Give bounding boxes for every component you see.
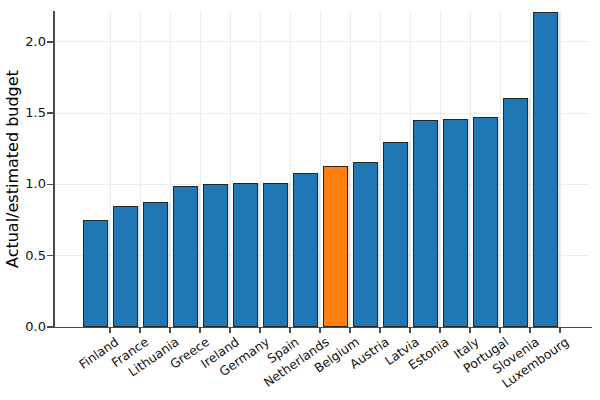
x-gridline [410,12,411,327]
x-gridline [350,12,351,327]
bar-germany [233,183,258,327]
y-tick-label: 2.0 [12,34,46,50]
y-tickmark [47,255,54,257]
x-tickmark [259,327,261,333]
x-tickmark [409,327,411,333]
x-gridline [440,12,441,327]
x-gridline [230,12,231,327]
bar-ireland [203,184,228,327]
bar-netherlands [293,173,318,327]
x-gridline [260,12,261,327]
x-tickmark [439,327,441,333]
bar-greece [173,186,198,327]
y-gridline [54,41,590,42]
x-tickmark [169,327,171,333]
bar-portugal [473,117,498,327]
x-gridline [170,12,171,327]
x-axis-spine [53,327,592,329]
bar-belgium [323,166,348,327]
x-tickmark [289,327,291,333]
bar-estonia [413,120,438,327]
x-gridline [560,12,561,327]
x-tickmark [229,327,231,333]
x-tickmark [319,327,321,333]
bar-italy [443,119,468,327]
bar-luxembourg [533,12,558,327]
x-tickmark [139,327,141,333]
x-gridline [500,12,501,327]
x-gridline [320,12,321,327]
x-gridline [200,12,201,327]
bar-slovenia [503,98,528,327]
bar-latvia [383,142,408,327]
bar-chart-figure: Actual/estimated budget 0.00.51.01.52.0F… [0,0,600,400]
bar-austria [353,162,378,327]
y-axis-spine [53,11,55,328]
y-axis-title: Actual/estimated budget [3,12,22,327]
y-tick-label: 1.0 [12,176,46,192]
x-gridline [110,12,111,327]
x-tickmark [469,327,471,333]
x-tickmark [349,327,351,333]
bar-lithuania [143,202,168,327]
y-tickmark [47,41,54,43]
x-gridline [470,12,471,327]
x-tickmark [379,327,381,333]
x-gridline [380,12,381,327]
bar-spain [263,183,288,327]
x-tickmark [529,327,531,333]
y-tick-label: 0.5 [12,248,46,264]
y-tick-label: 1.5 [12,105,46,121]
x-gridline [140,12,141,327]
bar-finland [83,220,108,327]
x-tickmark [199,327,201,333]
bar-france [113,206,138,327]
x-gridline [530,12,531,327]
y-tickmark [47,184,54,186]
y-tickmark [47,326,54,328]
x-tickmark [109,327,111,333]
x-tickmark [559,327,561,333]
y-tick-label: 0.0 [12,319,46,335]
y-tickmark [47,112,54,114]
plot-area [54,12,590,327]
x-tickmark [499,327,501,333]
x-gridline [290,12,291,327]
